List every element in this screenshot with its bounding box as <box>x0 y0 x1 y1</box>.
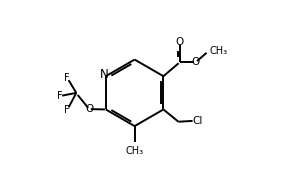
Text: F: F <box>64 73 70 83</box>
Text: O: O <box>192 57 200 67</box>
Text: CH₃: CH₃ <box>126 146 144 156</box>
Text: CH₃: CH₃ <box>209 46 227 56</box>
Text: F: F <box>64 105 70 115</box>
Text: F: F <box>57 91 63 101</box>
Text: O: O <box>85 104 93 114</box>
Text: N: N <box>99 68 108 81</box>
Text: Cl: Cl <box>192 116 202 126</box>
Text: O: O <box>175 37 184 47</box>
